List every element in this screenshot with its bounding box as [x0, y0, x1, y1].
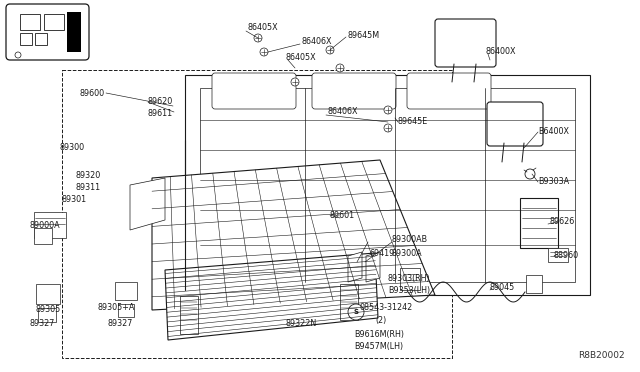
Circle shape — [384, 124, 392, 132]
Text: 89300AB: 89300AB — [392, 235, 428, 244]
Text: (2): (2) — [375, 315, 387, 324]
Text: 89620: 89620 — [148, 97, 173, 106]
Text: 08543-31242: 08543-31242 — [360, 304, 413, 312]
Bar — [520, 198, 558, 248]
Bar — [400, 268, 420, 290]
Text: 89327: 89327 — [108, 318, 133, 327]
Text: 89322N: 89322N — [286, 320, 317, 328]
FancyBboxPatch shape — [487, 102, 543, 146]
Text: 86405X: 86405X — [248, 23, 278, 32]
Bar — [35, 33, 47, 45]
Text: 89311: 89311 — [75, 183, 100, 192]
Circle shape — [260, 48, 268, 56]
Text: 86406X: 86406X — [302, 38, 333, 46]
Text: 86405X: 86405X — [285, 54, 316, 62]
FancyBboxPatch shape — [312, 73, 396, 109]
Polygon shape — [165, 253, 378, 340]
Text: 89601: 89601 — [330, 211, 355, 219]
Bar — [67, 12, 81, 52]
Bar — [20, 33, 32, 45]
Text: 89320: 89320 — [75, 170, 100, 180]
Text: 88960: 88960 — [554, 251, 579, 260]
Bar — [548, 248, 568, 262]
Text: B9353(LH): B9353(LH) — [388, 285, 430, 295]
Bar — [62, 70, 452, 358]
Text: 89301: 89301 — [62, 196, 87, 205]
Circle shape — [336, 64, 344, 72]
Circle shape — [15, 52, 21, 58]
FancyBboxPatch shape — [407, 73, 491, 109]
Circle shape — [384, 106, 392, 114]
Polygon shape — [130, 178, 165, 230]
Bar — [180, 296, 198, 334]
Circle shape — [348, 304, 364, 320]
Text: 89305: 89305 — [36, 305, 61, 314]
Text: 89645M: 89645M — [348, 32, 380, 41]
Text: 69419: 69419 — [370, 250, 396, 259]
Polygon shape — [366, 252, 380, 282]
Text: 89626: 89626 — [550, 218, 575, 227]
Circle shape — [326, 46, 334, 54]
Bar — [20, 14, 40, 30]
FancyBboxPatch shape — [212, 73, 296, 109]
Bar — [340, 284, 358, 320]
Polygon shape — [348, 252, 362, 282]
Text: B9616M(RH): B9616M(RH) — [354, 330, 404, 339]
Text: B9303A: B9303A — [538, 177, 569, 186]
Text: 89645E: 89645E — [398, 118, 428, 126]
Text: 86406X: 86406X — [328, 108, 358, 116]
Bar — [115, 282, 137, 300]
Text: 89300A: 89300A — [392, 250, 422, 259]
Bar — [36, 284, 60, 304]
Text: 89303(RH): 89303(RH) — [388, 273, 431, 282]
Text: R8B20002: R8B20002 — [579, 351, 625, 360]
Text: 89305+A: 89305+A — [98, 304, 136, 312]
Circle shape — [525, 169, 535, 179]
Bar — [118, 304, 134, 317]
Text: 89611: 89611 — [148, 109, 173, 119]
Bar — [44, 14, 64, 30]
Text: B6400X: B6400X — [538, 128, 569, 137]
Text: 89000A: 89000A — [30, 221, 61, 231]
Text: 89300: 89300 — [60, 144, 85, 153]
Circle shape — [254, 34, 262, 42]
Bar — [526, 275, 542, 293]
Text: 89600: 89600 — [80, 89, 105, 97]
Bar — [34, 212, 66, 238]
Text: 86400X: 86400X — [486, 48, 516, 57]
Bar — [34, 228, 52, 244]
Text: 89045: 89045 — [490, 283, 515, 292]
Text: B9457M(LH): B9457M(LH) — [354, 341, 403, 350]
Circle shape — [291, 78, 299, 86]
Bar — [38, 308, 56, 322]
FancyBboxPatch shape — [435, 19, 496, 67]
Polygon shape — [152, 160, 435, 310]
FancyBboxPatch shape — [6, 4, 89, 60]
Text: 89327: 89327 — [30, 320, 56, 328]
Text: S: S — [353, 309, 358, 315]
Polygon shape — [185, 75, 590, 295]
